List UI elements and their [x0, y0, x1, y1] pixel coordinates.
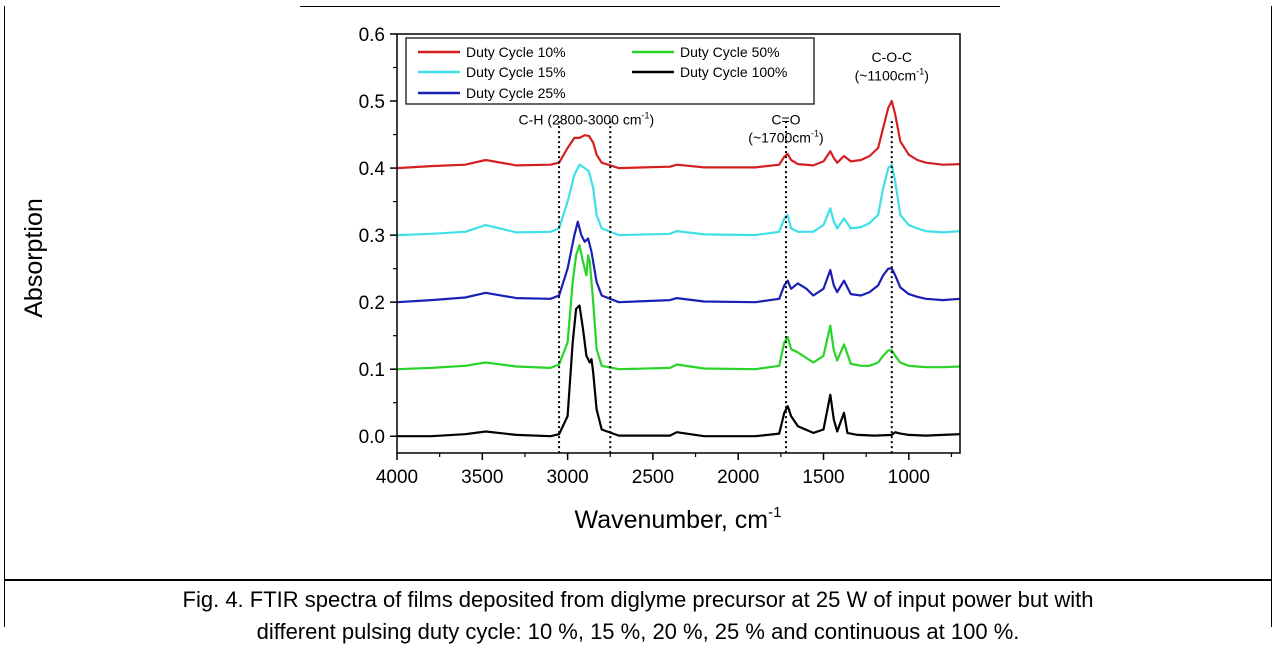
x-axis-label-text: Wavenumber, cm	[575, 506, 769, 534]
x-axis-label: Wavenumber, cm-1	[575, 504, 782, 534]
figure-frame: 4000 3500 3000 2500 2000 1500 1000 0.0 0.1 0.2 0.3…	[4, 6, 1272, 644]
x-tick-label-1500: 1500	[802, 467, 844, 488]
series-line-duty-cycle-50	[396, 244, 961, 371]
band-marker-lines	[558, 121, 893, 453]
series-line-duty-cycle-100	[397, 304, 961, 438]
legend-label-duty-cycle-50: Duty Cycle 50%	[680, 44, 780, 60]
y-tick-label-2: 0.2	[359, 293, 385, 314]
series-line-duty-cycle-15	[396, 163, 961, 237]
legend-label-duty-cycle-15: Duty Cycle 15%	[466, 64, 566, 80]
x-tick-label-3000: 3000	[546, 467, 588, 488]
axes: 4000 3500 3000 2500 2000 1500 1000 0.0 0.1 0.2 0.3…	[359, 25, 953, 488]
ftir-chart: 4000 3500 3000 2500 2000 1500 1000 0.0 0.1 0.2 0.3…	[20, 25, 961, 534]
y-tick-label-3: 0.3	[359, 226, 385, 247]
legend-label-duty-cycle-25: Duty Cycle 25%	[466, 85, 566, 101]
band-annotation-1: C=O	[771, 112, 800, 128]
caption-line-2: different pulsing duty cycle: 10 %, 15 %…	[256, 619, 1020, 644]
y-tick-label-4: 0.4	[359, 159, 386, 180]
frame-right-rule	[1271, 6, 1272, 627]
x-tick-label-2500: 2500	[632, 467, 674, 488]
x-tick-label-4000: 4000	[376, 467, 418, 488]
frame-left-rule	[4, 6, 5, 627]
y-tick-label-6: 0.6	[359, 25, 385, 46]
frame-top-rule	[300, 6, 1000, 7]
legend-label-duty-cycle-10: Duty Cycle 10%	[466, 44, 566, 60]
caption-separator	[4, 579, 1272, 581]
y-tick-label-5: 0.5	[359, 92, 385, 113]
x-axis-label-superscript: -1	[768, 504, 781, 521]
band-annotation-0: C-H (2800-3000 cm-1)	[519, 111, 655, 128]
y-axis-label: Absorption	[20, 198, 48, 318]
band-annotation-4: (~1100cm-1)	[855, 66, 929, 83]
band-annotation-3: C-O-C	[872, 49, 912, 65]
x-tick-label-3500: 3500	[461, 467, 503, 488]
caption-line-1: Fig. 4. FTIR spectra of films deposited …	[182, 587, 1094, 612]
x-tick-label-1000: 1000	[888, 467, 930, 488]
series-line-duty-cycle-10	[396, 99, 961, 170]
legend-label-duty-cycle-100: Duty Cycle 100%	[680, 64, 787, 80]
figure-caption: Fig. 4. FTIR spectra of films deposited …	[0, 584, 1276, 648]
legend-box	[405, 37, 815, 105]
legend: Duty Cycle 10% Duty Cycle 15% Duty Cycle 2…	[405, 37, 815, 105]
series-line-duty-cycle-25	[396, 220, 961, 304]
band-annotation-2: (~1700cm-1)	[748, 129, 823, 146]
y-tick-label-0: 0.0	[359, 427, 385, 448]
band-annotations: C-H (2800-3000 cm-1) C=O(~1700cm-1) C-O-C(…	[519, 49, 929, 145]
plot-lines	[396, 99, 961, 438]
y-tick-label-1: 0.1	[359, 360, 385, 381]
plot-area-border	[396, 33, 961, 454]
x-tick-label-2000: 2000	[717, 467, 759, 488]
